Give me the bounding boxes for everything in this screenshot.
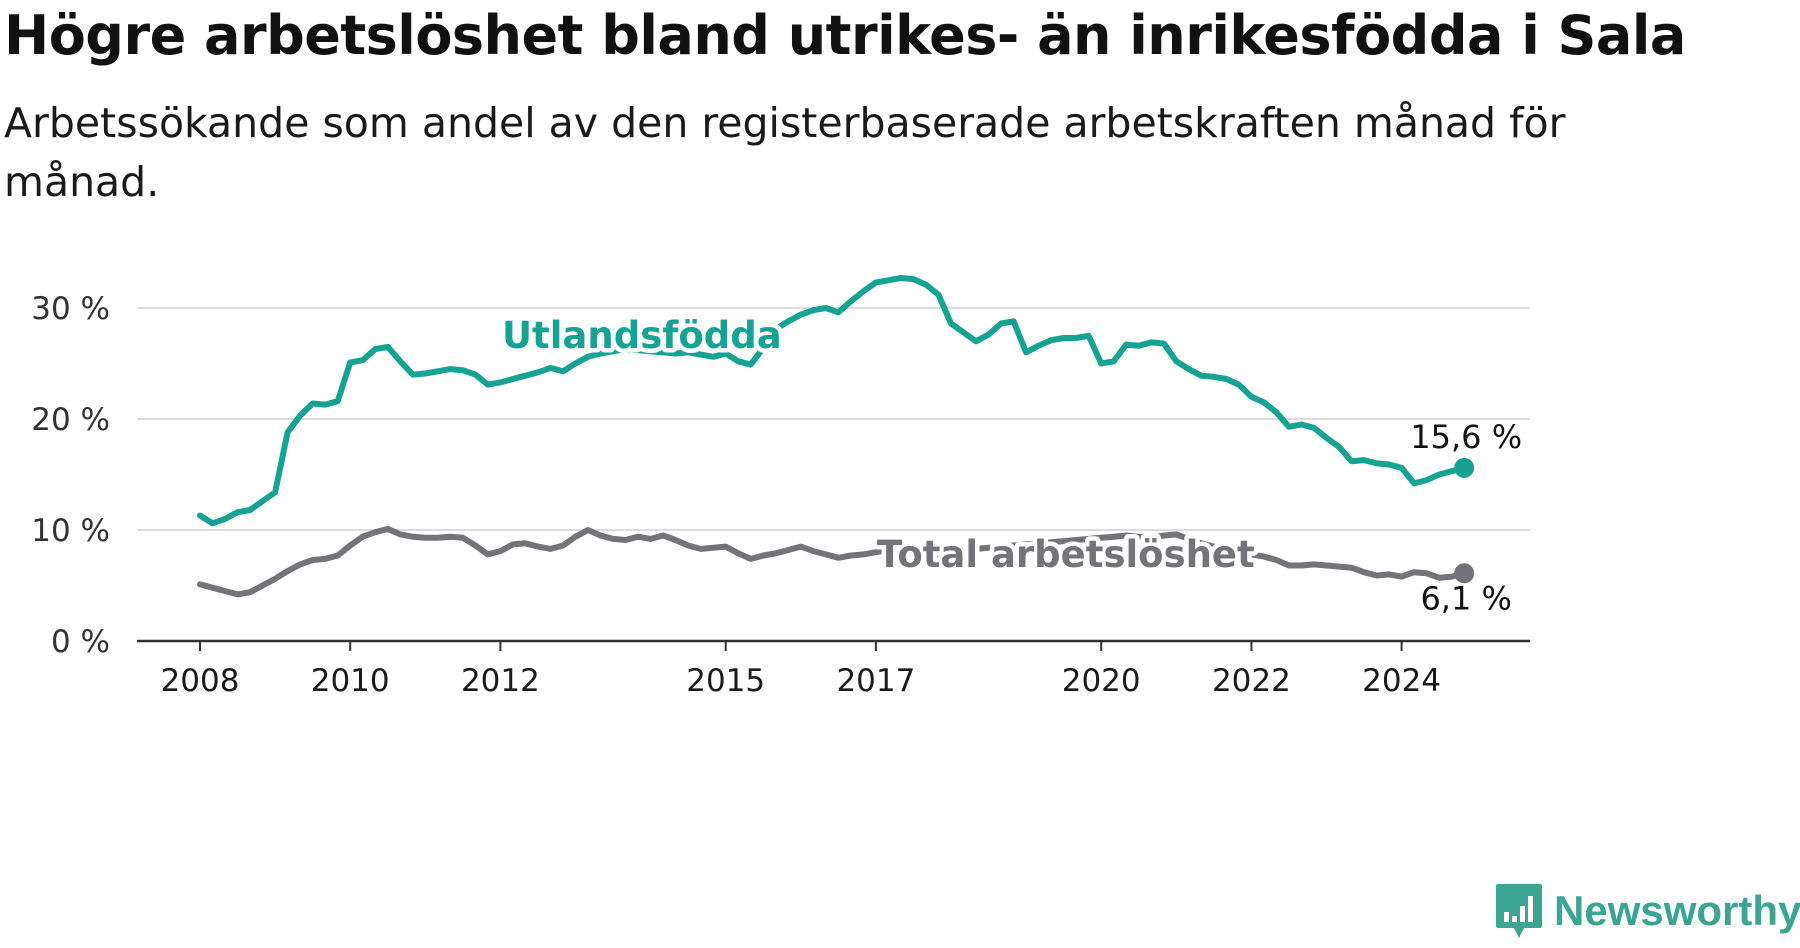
x-tick-label: 2017 — [836, 663, 915, 699]
x-tick-label: 2024 — [1362, 663, 1441, 699]
end-value-total: 6,1 % — [1420, 579, 1511, 617]
y-tick-label: 20 % — [31, 402, 110, 438]
x-axis: 2008 2010 2012 2015 2017 2020 2022 2024 — [137, 639, 1530, 699]
x-tick-label: 2008 — [161, 663, 240, 699]
x-tick-label: 2020 — [1062, 663, 1141, 699]
y-axis: 0 % 10 % 20 % 30 % — [31, 291, 110, 660]
series-line-utlandsfodda — [197, 275, 1468, 527]
series-label-utlandsfodda: Utlandsfödda — [502, 314, 782, 357]
newsworthy-logo: Newsworthy — [1494, 882, 1800, 940]
x-tick-label: 2022 — [1212, 663, 1291, 699]
logo-text: Newsworthy — [1554, 887, 1800, 934]
newsworthy-chart-icon — [1496, 884, 1542, 938]
x-tick-label: 2010 — [311, 663, 390, 699]
x-tick-label: 2012 — [461, 663, 540, 699]
chart-title: Högre arbetslöshet bland utrikes- än inr… — [4, 4, 1686, 67]
series-labels: Utlandsfödda Total arbetslöshet 15,6 % 6,1 … — [498, 310, 1523, 618]
series-lines — [197, 275, 1475, 598]
end-value-utlandsfodda: 15,6 % — [1410, 418, 1522, 456]
series-label-total: Total arbetslöshet — [877, 533, 1255, 576]
y-tick-label: 0 % — [51, 624, 110, 660]
x-tick-label: 2015 — [686, 663, 765, 699]
y-tick-label: 10 % — [31, 513, 110, 549]
gridlines — [137, 307, 1530, 531]
end-point-total — [1454, 563, 1475, 584]
end-point-utlandsfodda — [1454, 457, 1475, 478]
chart-subtitle: Arbetssökande som andel av den registerb… — [4, 99, 1566, 206]
series-line-total — [197, 525, 1468, 598]
y-tick-label: 30 % — [31, 291, 110, 327]
